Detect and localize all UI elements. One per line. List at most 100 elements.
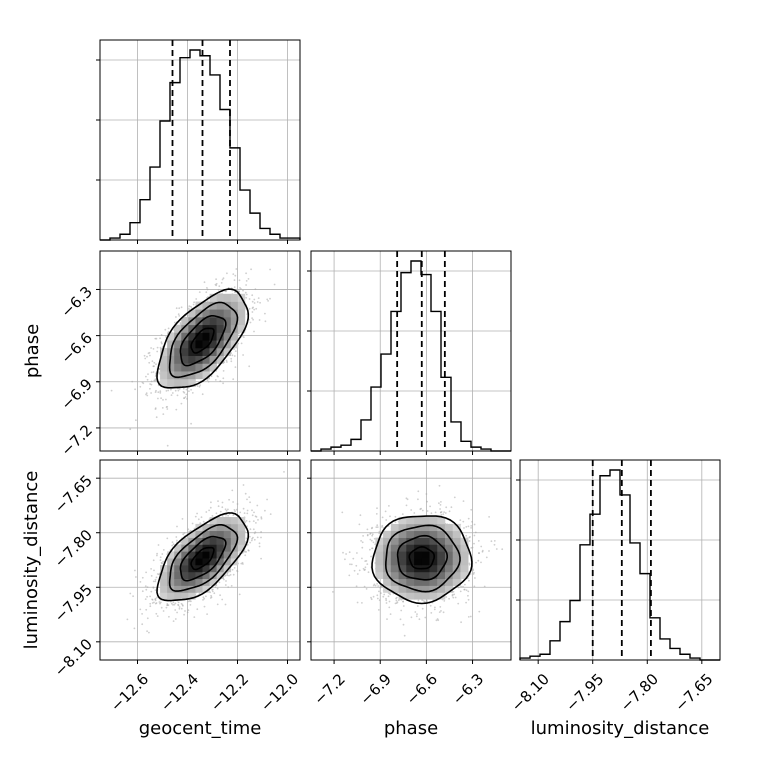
scatter-point [242,289,244,292]
scatter-point [203,281,206,284]
density-block [216,301,225,310]
scatter-point [249,501,252,504]
scatter-point [233,509,236,511]
scatter-point [242,484,245,486]
density-block [202,355,210,364]
scatter-point [234,366,237,368]
scatter-point [238,552,241,554]
scatter-point [245,296,248,299]
density-block [209,523,217,532]
density-block [167,592,175,600]
scatter-point [159,337,162,340]
scatter-point [417,498,419,501]
density-block [237,317,246,326]
scatter-point [178,388,181,390]
scatter-point [220,282,223,284]
scatter-point [253,511,255,514]
scatter-point [445,506,448,509]
scatter-point [205,291,208,294]
density-block [160,565,168,573]
scatter-point [154,597,157,600]
density-block [188,565,196,573]
scatter-point [413,512,416,514]
panel-frame [310,250,512,452]
scatter-point [252,536,254,539]
scatter-point [248,496,251,498]
density-block [237,309,246,318]
scatter-point [253,298,256,301]
scatter-point [222,382,225,385]
scatter-point [254,288,257,291]
density-block [237,301,246,310]
pair-panel-geocent_time-luminosity_distance [96,459,301,664]
scatter-point [185,388,188,391]
scatter-point [381,516,384,519]
density-block [195,571,203,580]
scatter-point [233,355,236,357]
scatter-point [177,389,180,392]
scatter-point [129,428,132,431]
scatter-point [239,511,242,514]
density-block [195,551,203,559]
scatter-point [406,498,409,501]
scatter-point [468,562,471,565]
scatter-point [177,603,180,606]
scatter-point [165,336,167,338]
scatter-point [493,543,496,546]
scatter-point [410,616,413,619]
scatter-point [160,341,163,344]
scatter-point [416,605,419,607]
scatter-point [205,595,207,598]
scatter-point [155,576,158,579]
scatter-point [166,444,169,447]
scatter-point [348,551,351,554]
contour-level-0 [190,546,215,571]
scatter-point [152,348,155,350]
scatter-point [194,515,197,518]
scatter-point [416,613,418,615]
scatter-point [257,297,260,299]
density-block [230,317,239,326]
scatter-point [192,303,195,306]
scatter-point [234,350,237,352]
scatter-point [158,372,160,375]
scatter-point [193,301,196,304]
scatter-point [395,599,398,602]
density-block [230,293,239,302]
density-block [181,571,189,580]
scatter-point [382,595,385,598]
scatter-point [178,606,181,608]
density-block [216,309,225,318]
scatter-point [439,511,442,514]
scatter-point [153,569,155,572]
scatter-point [242,336,245,338]
scatter-point [197,518,200,521]
scatter-point [150,347,153,349]
density-block [230,530,239,538]
scatter-point [184,396,187,398]
scatter-point [172,543,175,546]
density-blocks [160,293,246,387]
scatter-point [210,596,213,599]
panel-frame [99,250,301,452]
scatter-point [173,603,176,606]
scatter-point [501,548,504,551]
density-block [223,332,232,341]
scatter-point [224,575,226,577]
scatter-point [170,602,173,605]
scatter-point [167,389,170,392]
scatter-point [227,586,230,588]
scatter-point [187,528,190,531]
density-block [216,558,225,566]
density-block [181,332,189,341]
scatter-point [185,393,188,396]
scatter-point [175,307,178,310]
density-block [237,530,246,538]
hist-panel-phase [307,250,512,455]
density-block [160,355,168,364]
scatter-point [252,306,255,309]
scatter-point [464,583,466,586]
density-block [209,578,217,586]
density-block [230,537,239,545]
